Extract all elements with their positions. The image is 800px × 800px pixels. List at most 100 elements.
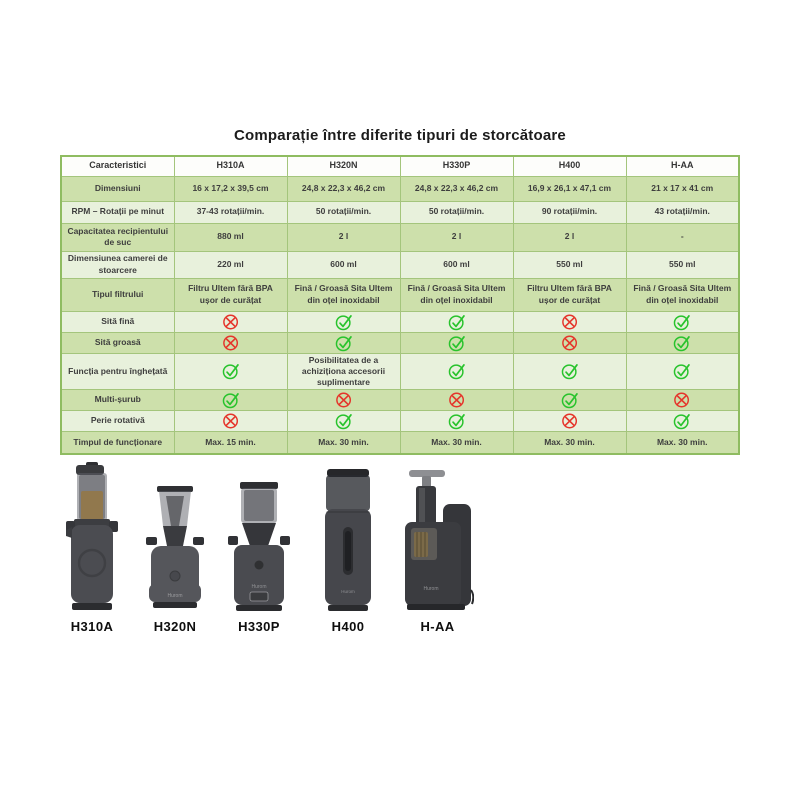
product-h330p: Hurom H330P (224, 480, 294, 634)
table-cell: Max. 30 min. (286, 430, 401, 455)
juicer-h330p-image: Hurom (228, 482, 290, 611)
table-cell (399, 388, 514, 411)
check-icon (334, 313, 354, 331)
cross-icon (560, 334, 580, 352)
table-cell: 2 l (286, 222, 401, 252)
product-label: H-AA (420, 619, 455, 634)
check-icon (447, 412, 467, 430)
table-row: Perie rotativă (60, 409, 740, 432)
table-cell (173, 310, 288, 333)
column-header-h-aa: H-AA (625, 155, 740, 177)
check-icon (672, 313, 692, 331)
table-cell (399, 310, 514, 333)
header-row: Caracteristici H310A H320N H330P H400 H-… (60, 155, 740, 177)
table-cell (399, 352, 514, 390)
page-title: Comparație între diferite tipuri de stor… (234, 127, 566, 144)
table-row: Dimensiuni 16 x 17,2 x 39,5 cm 24,8 x 22… (60, 175, 740, 202)
check-icon (334, 334, 354, 352)
row-label: Timpul de funcționare (60, 430, 175, 455)
table-cell (625, 409, 740, 432)
table-cell (286, 331, 401, 354)
check-icon (334, 412, 354, 430)
table-cell: 2 l (512, 222, 627, 252)
product-label: H320N (153, 619, 197, 634)
check-icon (221, 362, 241, 380)
table-cell: Max. 30 min. (512, 430, 627, 455)
table-cell (625, 352, 740, 390)
table-cell: 24,8 x 22,3 x 46,2 cm (399, 175, 514, 202)
juicer-h400-image: Hurom (325, 469, 371, 611)
cross-icon (672, 391, 692, 409)
product-h310a: H310A (62, 462, 122, 634)
table-cell: - (625, 222, 740, 252)
table-cell: 880 ml (173, 222, 288, 252)
brand-label: Hurom (341, 589, 355, 594)
juicer-h-aa-image: Hurom (405, 470, 474, 610)
column-header-h330p: H330P (399, 155, 514, 177)
table-row: Funcția pentru înghețată Posibilitatea d… (60, 352, 740, 390)
check-icon (672, 334, 692, 352)
cross-icon (447, 391, 467, 409)
row-label: Dimensiunea camerei de stoarcere (60, 250, 175, 279)
table-row: Multi-șurub (60, 388, 740, 411)
table-cell (286, 388, 401, 411)
table-cell (173, 388, 288, 411)
table-cell (286, 310, 401, 333)
row-label: Sită fină (60, 310, 175, 333)
brand-label: Hurom (423, 586, 438, 592)
table-cell (173, 409, 288, 432)
check-icon (672, 362, 692, 380)
table-cell (512, 310, 627, 333)
cross-icon (560, 313, 580, 331)
table-cell: Fină / Groasă Sita Ultem din oțel inoxid… (286, 277, 401, 312)
row-label: Dimensiuni (60, 175, 175, 202)
cross-icon (560, 412, 580, 430)
table-cell: 2 l (399, 222, 514, 252)
table-cell: 16,9 x 26,1 x 47,1 cm (512, 175, 627, 202)
table-cell: 37-43 rotații/min. (173, 200, 288, 224)
row-label: Capacitatea recipientului de suc (60, 222, 175, 252)
table-row: Capacitatea recipientului de suc 880 ml … (60, 222, 740, 252)
row-label: RPM – Rotații pe minut (60, 200, 175, 224)
check-icon (447, 362, 467, 380)
column-header-caracteristici: Caracteristici (60, 155, 175, 177)
column-header-h400: H400 (512, 155, 627, 177)
check-icon (221, 391, 241, 409)
column-header-h310a: H310A (173, 155, 288, 177)
product-label: H310A (70, 619, 114, 634)
cross-icon (221, 412, 241, 430)
table-cell (512, 409, 627, 432)
table-cell (625, 310, 740, 333)
table-cell (286, 409, 401, 432)
table-cell: 550 ml (625, 250, 740, 279)
table-cell (173, 352, 288, 390)
table-row: Timpul de funcționare Max. 15 min. Max. … (60, 430, 740, 455)
table-cell: Filtru Ultem fără BPA ușor de curățat (173, 277, 288, 312)
row-label: Tipul filtrului (60, 277, 175, 312)
table-cell: 16 x 17,2 x 39,5 cm (173, 175, 288, 202)
table-cell: 550 ml (512, 250, 627, 279)
product-h320n: Hurom H320N (143, 484, 207, 634)
table-row: Sită fină (60, 310, 740, 333)
table-row: RPM – Rotații pe minut 37-43 rotații/min… (60, 200, 740, 224)
table-cell: 24,8 x 22,3 x 46,2 cm (286, 175, 401, 202)
table-cell: 50 rotații/min. (286, 200, 401, 224)
table-cell: Max. 30 min. (625, 430, 740, 455)
check-icon (447, 334, 467, 352)
table-cell (625, 331, 740, 354)
table-cell: Filtru Ultem fără BPA ușor de curățat (512, 277, 627, 312)
table-row: Tipul filtrului Filtru Ultem fără BPA uș… (60, 277, 740, 312)
table-cell (512, 331, 627, 354)
table-cell: 220 ml (173, 250, 288, 279)
table-cell: 21 x 17 x 41 cm (625, 175, 740, 202)
table-cell: 43 rotații/min. (625, 200, 740, 224)
juicer-h310a-image (66, 462, 118, 610)
table-cell (173, 331, 288, 354)
check-icon (447, 313, 467, 331)
product-label: H400 (331, 619, 365, 634)
row-label: Perie rotativă (60, 409, 175, 432)
table-cell: Fină / Groasă Sita Ultem din oțel inoxid… (625, 277, 740, 312)
cross-icon (334, 391, 354, 409)
table-cell: Fină / Groasă Sita Ultem din oțel inoxid… (399, 277, 514, 312)
product-label: H330P (238, 619, 280, 634)
